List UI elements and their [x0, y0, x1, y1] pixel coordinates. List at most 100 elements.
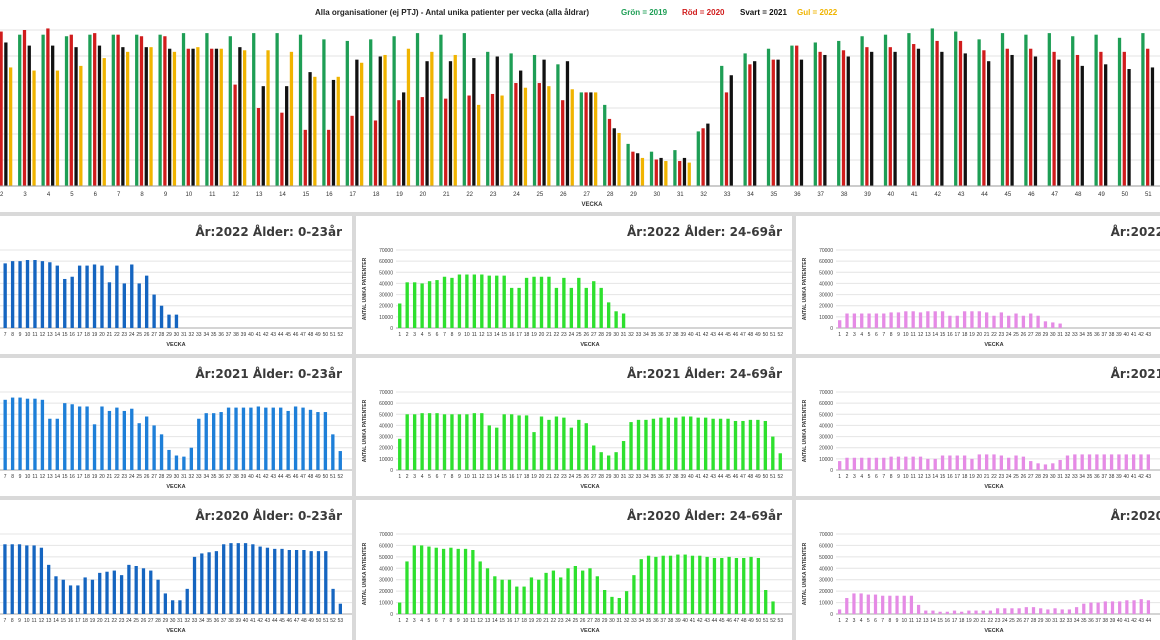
- bar-gul-w31: [687, 162, 691, 186]
- bar-w6: [434, 547, 438, 614]
- bar-w10: [902, 595, 906, 614]
- bar-w24: [569, 427, 574, 470]
- x-tick-label: 8: [11, 618, 14, 624]
- bar-w20: [100, 406, 104, 470]
- x-tick-label: 48: [1075, 192, 1082, 198]
- x-tick-label: 42: [697, 618, 703, 624]
- x-tick-label: 25: [537, 192, 544, 198]
- y-tick-label: 0: [830, 612, 833, 618]
- y-tick-label: 40000: [379, 423, 393, 429]
- bar-w45: [720, 558, 724, 614]
- x-tick-label: 36: [214, 618, 220, 624]
- bar-w36: [1089, 602, 1093, 614]
- bar-svart-w27: [589, 92, 593, 186]
- x-tick-label: 23: [558, 618, 564, 624]
- bar-w52: [338, 451, 342, 470]
- bar-w19: [92, 424, 97, 470]
- y-tick-label: 20000: [819, 304, 833, 310]
- bar-w12: [40, 261, 45, 328]
- bar-w3: [852, 593, 856, 614]
- x-tick-label: 17: [516, 332, 522, 338]
- bar-w7: [3, 263, 7, 328]
- bar-w37: [666, 417, 671, 470]
- x-tick-label: 24: [565, 618, 571, 624]
- y-tick-label: 0: [390, 326, 393, 332]
- bar-w51: [764, 590, 768, 614]
- bar-w28: [1031, 607, 1036, 614]
- bar-w42: [1132, 600, 1136, 614]
- bar-w37: [1102, 454, 1106, 470]
- bar-w11: [909, 595, 914, 614]
- bar-w30: [614, 311, 618, 328]
- bar-w19: [970, 458, 974, 470]
- bar-röd-w6: [93, 33, 97, 187]
- y-tick-label: 10000: [819, 601, 833, 607]
- bar-w18: [962, 311, 967, 328]
- x-tick-label: 28: [159, 474, 165, 480]
- bar-w43: [705, 556, 709, 614]
- bar-grön-w18: [369, 39, 373, 186]
- bar-w36: [1095, 454, 1099, 470]
- bar-w16: [948, 455, 952, 470]
- x-tick-label: 37: [1101, 474, 1107, 480]
- x-tick-label: 41: [1124, 618, 1130, 624]
- bar-w15: [502, 414, 506, 470]
- x-tick-label: 29: [606, 332, 612, 338]
- x-tick-label: 41: [256, 474, 262, 480]
- bar-w39: [676, 554, 680, 614]
- x-tick-label: 44: [278, 332, 284, 338]
- x-tick-label: 19: [90, 618, 96, 624]
- x-tick-label: 20: [99, 332, 105, 338]
- x-tick-label: 37: [221, 618, 227, 624]
- bar-grön-w30: [649, 151, 654, 186]
- x-tick-label: 20: [539, 474, 545, 480]
- x-tick-label: 18: [84, 474, 90, 480]
- x-tick-label: 19: [969, 474, 975, 480]
- x-tick-label: 15: [501, 332, 507, 338]
- bar-w41: [1125, 600, 1129, 614]
- x-tick-label: 22: [114, 474, 120, 480]
- x-axis-label: VECKA: [166, 342, 185, 348]
- x-tick-label: 16: [69, 332, 75, 338]
- bar-w6: [874, 313, 879, 328]
- x-tick-label: 26: [144, 474, 150, 480]
- bar-grön-w11: [205, 33, 209, 187]
- bar-w9: [456, 548, 460, 614]
- x-tick-label: 13: [47, 332, 53, 338]
- x-tick-label: 26: [583, 332, 589, 338]
- panel-title: År:2020 Ålder: 0-23år: [195, 508, 342, 523]
- panel-2020-0-23: 6789101112131415161718192021222324252627…: [0, 500, 352, 640]
- x-tick-label: 11: [32, 332, 37, 338]
- bar-w47: [301, 407, 305, 470]
- x-tick-label: 33: [636, 474, 642, 480]
- bar-w13: [48, 418, 52, 470]
- bar-w27: [1024, 607, 1028, 614]
- panel-2021-24-69: 0 10000 20000 30000 40000 50000 60000 70000 1 2 3 4…: [356, 358, 792, 496]
- x-tick-label: 15: [940, 474, 946, 480]
- bar-w2: [845, 457, 849, 470]
- x-tick-label: 12: [916, 618, 922, 624]
- bar-w31: [1053, 608, 1057, 614]
- x-tick-label: 1: [838, 332, 841, 338]
- x-tick-label: 35: [651, 332, 657, 338]
- x-tick-label: 18: [373, 192, 380, 198]
- x-tick-label: 3: [853, 474, 856, 480]
- x-tick-label: 24: [569, 474, 575, 480]
- x-tick-label: 46: [287, 618, 293, 624]
- bar-grön-w45: [1000, 33, 1005, 187]
- bar-röd-w46: [1029, 48, 1033, 186]
- x-tick-label: 11: [909, 618, 914, 624]
- panel-title: År:2022 Ålder: 24-69år: [627, 224, 782, 239]
- bar-w1: [837, 609, 842, 614]
- x-tick-label: 32: [189, 474, 195, 480]
- x-tick-label: 13: [925, 332, 931, 338]
- bar-w35: [1082, 603, 1086, 614]
- bar-röd-w35: [771, 59, 775, 186]
- bar-svart-w13: [261, 86, 265, 186]
- x-tick-label: 40: [1117, 618, 1123, 624]
- x-tick-label: 21: [546, 474, 552, 480]
- bar-röd-w12: [233, 84, 237, 186]
- bar-gul-w26: [570, 89, 574, 186]
- x-tick-label: 36: [1094, 332, 1100, 338]
